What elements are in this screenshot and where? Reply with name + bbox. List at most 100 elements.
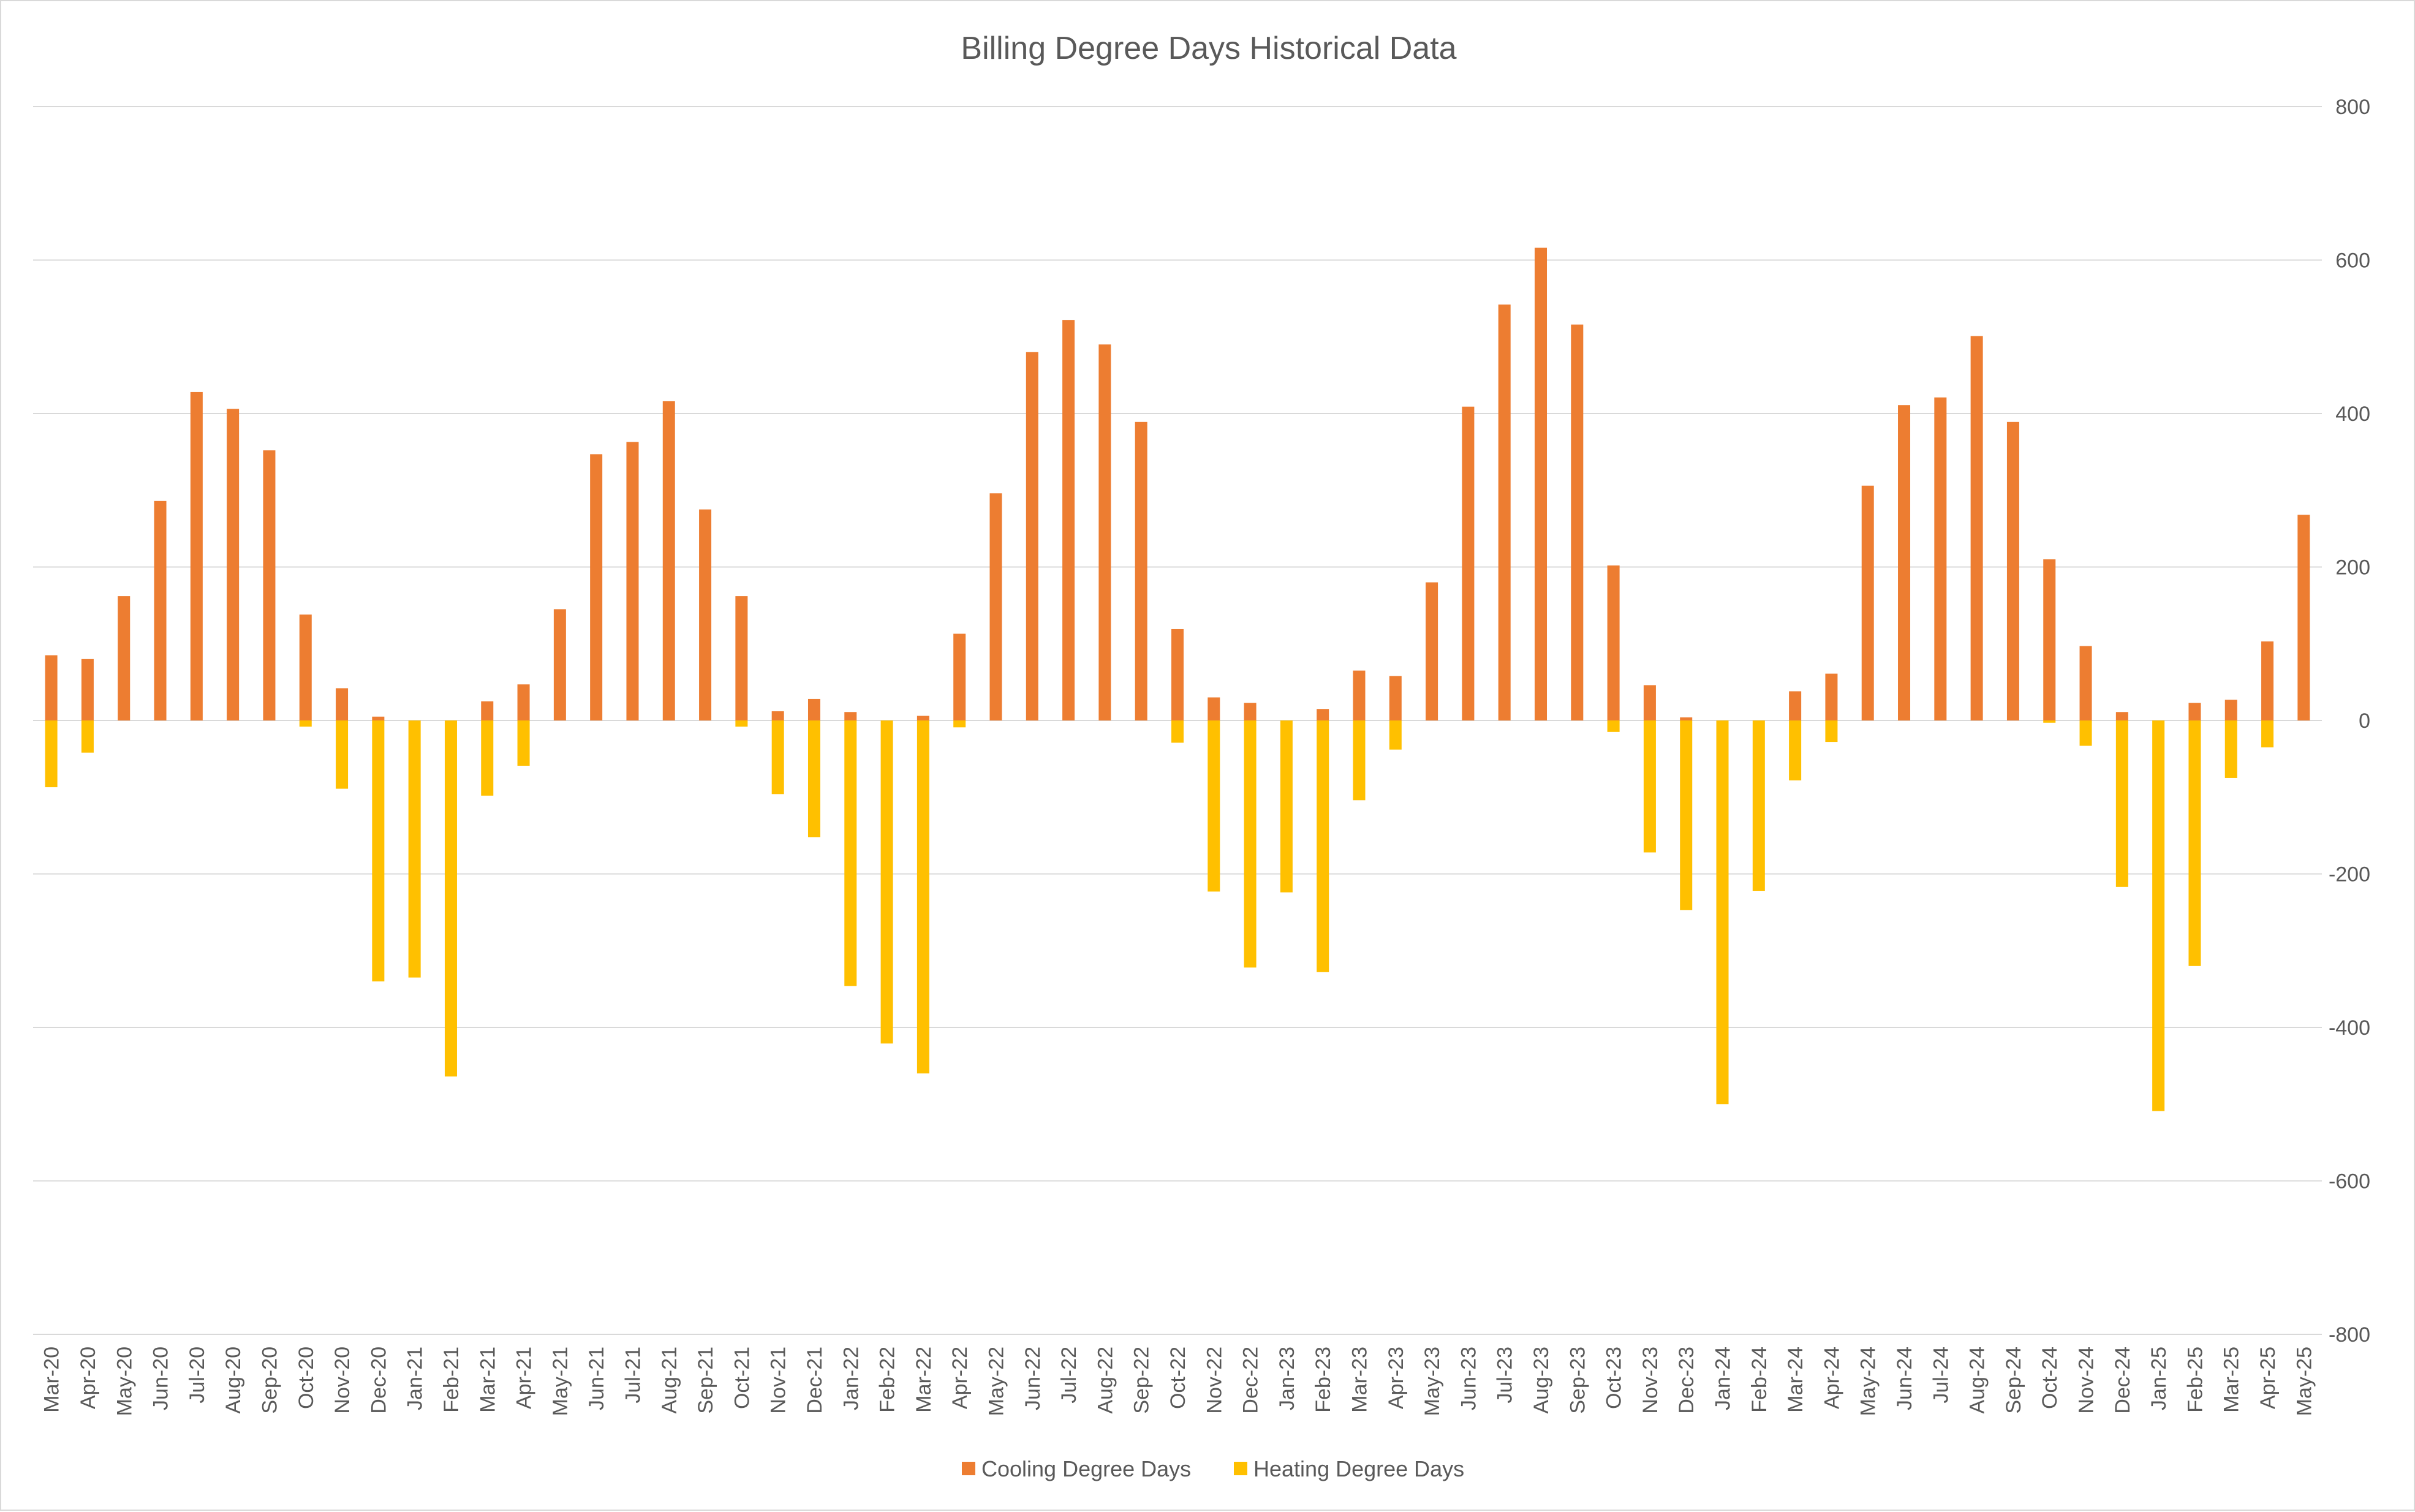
bar-cooling (1825, 673, 1838, 720)
bar-heating (1171, 720, 1184, 743)
x-tick-label: Jul-22 (1057, 1347, 1081, 1404)
bar-cooling (1861, 485, 1874, 720)
bar-cooling (2297, 515, 2310, 720)
x-tick-label: Sep-20 (258, 1347, 281, 1414)
x-tick-label: Jan-24 (1712, 1347, 1735, 1410)
x-tick-label: Mar-23 (1348, 1347, 1372, 1413)
x-tick-label: May-22 (985, 1347, 1008, 1416)
y-tick-label: 0 (2359, 709, 2370, 733)
bars (45, 248, 2310, 1111)
bar-cooling (989, 493, 1002, 720)
bar-cooling (1208, 697, 1220, 720)
x-tick-label: Apr-20 (77, 1347, 100, 1409)
bar-cooling (2043, 559, 2056, 720)
bar-cooling (1317, 709, 1329, 720)
bar-heating (2043, 720, 2056, 723)
y-tick-label: -800 (2329, 1323, 2370, 1347)
bar-cooling (2188, 703, 2201, 720)
bar-heating (1825, 720, 1838, 743)
legend-swatch-heating (1234, 1462, 1247, 1475)
bar-heating (1280, 720, 1293, 893)
bar-heating (844, 720, 857, 986)
bar-cooling (227, 409, 240, 720)
bar-cooling (1462, 406, 1475, 720)
x-tick-label: May-24 (1857, 1347, 1880, 1416)
x-tick-label: Mar-22 (912, 1347, 935, 1413)
bar-cooling (626, 442, 639, 720)
bar-heating (916, 720, 929, 1074)
bar-cooling (1898, 405, 1911, 720)
bar-cooling (699, 509, 712, 720)
bar-cooling (517, 684, 530, 720)
x-tick-label: Feb-25 (2183, 1347, 2207, 1413)
x-tick-label: Feb-21 (440, 1347, 463, 1413)
bar-heating (45, 720, 58, 787)
bar-cooling (807, 698, 820, 720)
x-tick-label: Aug-24 (1966, 1347, 1989, 1414)
bar-heating (1353, 720, 1366, 801)
x-tick-label: Apr-24 (1820, 1347, 1843, 1409)
x-tick-label: Aug-23 (1530, 1347, 1553, 1414)
x-tick-label: Jan-23 (1276, 1347, 1299, 1410)
x-tick-label: Sep-23 (1566, 1347, 1589, 1414)
x-tick-label: Oct-22 (1166, 1347, 1190, 1409)
bar-cooling (81, 659, 94, 720)
x-tick-label: Aug-20 (222, 1347, 245, 1414)
x-tick-label: Oct-24 (2038, 1347, 2062, 1409)
chart-title: Billing Degree Days Historical Data (961, 31, 1456, 66)
bar-cooling (844, 712, 857, 720)
x-axis-ticks: Mar-20 Apr-20 May-20 Jun-20 Jul-20 Aug-20 Sep-… (40, 1347, 2316, 1416)
bar-cooling (1535, 248, 1548, 721)
legend-label-cooling: Cooling Degree Days (981, 1456, 1191, 1481)
bar-cooling (1171, 629, 1184, 720)
legend-swatch-cooling (962, 1462, 975, 1475)
bar-cooling (1571, 324, 1584, 720)
x-tick-label: May-23 (1421, 1347, 1444, 1416)
y-tick-label: -400 (2329, 1016, 2370, 1040)
bar-cooling (1353, 670, 1366, 720)
x-tick-label: Apr-21 (513, 1347, 536, 1409)
bar-cooling (735, 596, 748, 720)
x-tick-label: Sep-24 (2002, 1347, 2025, 1414)
bar-cooling (2079, 646, 2092, 720)
bar-heating (1389, 720, 1402, 750)
bar-cooling (2261, 641, 2274, 720)
x-tick-label: Feb-24 (1748, 1347, 1771, 1413)
x-tick-label: May-20 (113, 1347, 136, 1416)
bar-cooling (1680, 717, 1693, 720)
bar-cooling (1934, 397, 1947, 720)
y-tick-label: 200 (2335, 556, 2370, 580)
bar-heating (1716, 720, 1729, 1105)
bar-cooling (45, 655, 58, 720)
x-tick-label: Sep-21 (694, 1347, 717, 1414)
bar-heating (372, 720, 385, 981)
bar-cooling (2115, 712, 2128, 720)
x-tick-label: Jun-22 (1021, 1347, 1045, 1410)
bar-heating (336, 720, 349, 789)
bar-heating (408, 720, 421, 978)
x-tick-label: Jun-24 (1893, 1347, 1916, 1410)
bar-cooling (553, 609, 566, 720)
bar-heating (2152, 720, 2165, 1111)
bar-heating (1317, 720, 1329, 972)
bar-heating (1244, 720, 1257, 968)
x-tick-label: Dec-23 (1675, 1347, 1698, 1414)
x-tick-label: Jul-21 (621, 1347, 644, 1404)
x-tick-label: Dec-21 (803, 1347, 826, 1414)
bar-cooling (662, 401, 675, 720)
x-tick-label: Feb-23 (1312, 1347, 1335, 1413)
x-tick-label: Nov-21 (767, 1347, 790, 1414)
x-tick-label: May-25 (2292, 1347, 2316, 1416)
legend-label-heating: Heating Degree Days (1253, 1456, 1464, 1481)
bar-heating (771, 720, 784, 795)
bar-cooling (1970, 336, 1983, 720)
bar-cooling (953, 633, 966, 720)
bar-heating (1789, 720, 1802, 781)
bar-heating (807, 720, 820, 837)
y-tick-label: 800 (2335, 96, 2370, 119)
bar-cooling (2006, 421, 2019, 720)
bar-heating (2224, 720, 2237, 778)
bar-heating (299, 720, 312, 727)
x-tick-label: Dec-20 (367, 1347, 390, 1414)
